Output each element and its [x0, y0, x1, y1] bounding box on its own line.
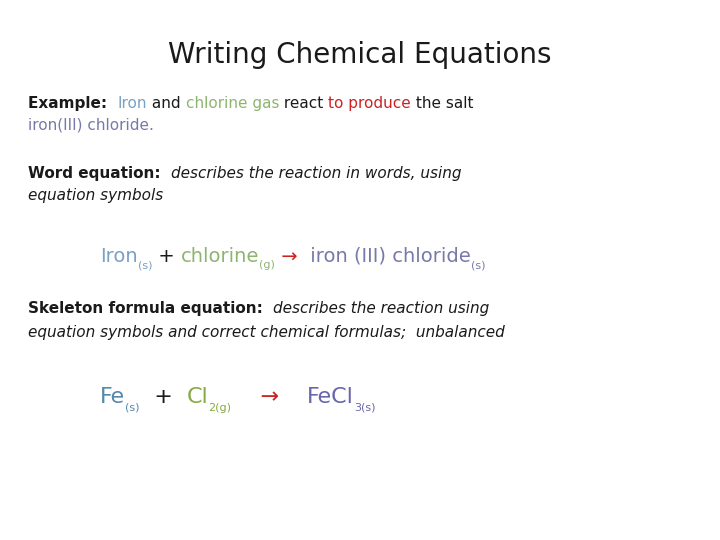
Text: Iron: Iron: [100, 247, 138, 266]
Text: Skeleton formula equation:: Skeleton formula equation:: [28, 301, 274, 316]
Text: Writing Chemical Equations: Writing Chemical Equations: [168, 41, 552, 69]
Text: Word equation:: Word equation:: [28, 166, 171, 181]
Text: iron(III) chloride.: iron(III) chloride.: [28, 118, 154, 133]
Text: →: →: [232, 387, 307, 407]
Text: Example:: Example:: [28, 96, 117, 111]
Text: equation symbols: equation symbols: [28, 188, 163, 203]
Text: Fe: Fe: [100, 387, 125, 407]
Text: +: +: [140, 387, 186, 407]
Text: +: +: [152, 247, 181, 266]
Text: Iron: Iron: [117, 96, 147, 111]
Text: describes the reaction using: describes the reaction using: [274, 301, 490, 316]
Text: (s): (s): [138, 260, 152, 270]
Text: react: react: [279, 96, 328, 111]
Text: describes the reaction in words, using: describes the reaction in words, using: [171, 166, 462, 181]
Text: and: and: [147, 96, 186, 111]
Text: (g): (g): [259, 260, 275, 270]
Text: the salt: the salt: [411, 96, 474, 111]
Text: equation symbols and correct chemical formulas;  unbalanced: equation symbols and correct chemical fo…: [28, 325, 505, 340]
Text: Cl: Cl: [186, 387, 209, 407]
Text: to produce: to produce: [328, 96, 411, 111]
Text: FeCl: FeCl: [307, 387, 354, 407]
Text: iron (III) chloride: iron (III) chloride: [305, 247, 471, 266]
Text: 2(g): 2(g): [209, 403, 232, 413]
Text: chlorine: chlorine: [181, 247, 259, 266]
Text: chlorine gas: chlorine gas: [186, 96, 279, 111]
Text: (s): (s): [471, 260, 485, 270]
Text: →: →: [275, 247, 305, 266]
Text: 3(s): 3(s): [354, 403, 376, 413]
Text: (s): (s): [125, 403, 140, 413]
